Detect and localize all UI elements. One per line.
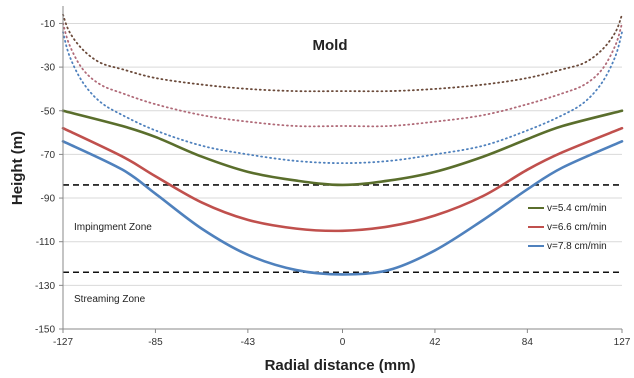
y-tick-label-0: -10: [41, 19, 56, 30]
axes: [59, 6, 623, 333]
y-tick-label-7: -150: [35, 325, 55, 336]
mold-annotation: Mold: [313, 37, 348, 54]
gridlines: [63, 22, 622, 286]
series-line-1: [61, 126, 624, 233]
y-tick-label-6: -130: [35, 281, 55, 292]
x-tick-label-5: 84: [522, 337, 534, 348]
streaming-zone-label: Streaming Zone: [74, 294, 146, 305]
series-line-5: [62, 31, 623, 165]
y-axis-title: Height (m): [9, 131, 26, 205]
legend-label-v66: v=6.6 cm/min: [547, 222, 607, 233]
legend-label-v78: v=7.8 cm/min: [547, 241, 607, 252]
x-axis-title: Radial distance (mm): [265, 357, 416, 374]
x-tick-label-2: -43: [241, 337, 256, 348]
series-line-2: [61, 140, 624, 276]
x-tick-label-1: -85: [148, 337, 163, 348]
x-tick-label-3: 0: [340, 337, 346, 348]
x-tick-label-0: -127: [53, 337, 73, 348]
y-tick-label-3: -70: [41, 150, 56, 161]
zone-lines: [63, 184, 622, 274]
y-tick-label-1: -30: [41, 63, 56, 74]
series-line-3: [62, 13, 623, 93]
series-lines: [61, 13, 624, 276]
tick-labels: -10 -30 -50 -70 -90 -110 -130 -150-127 -85 -43 0 42…: [35, 19, 631, 348]
series-line-0: [61, 109, 624, 187]
legend: v=5.4 cm/min v=6.6 cm/min v=7.8 cm/min: [528, 203, 607, 252]
legend-label-v54: v=5.4 cm/min: [547, 203, 607, 214]
series-line-4: [62, 22, 623, 128]
x-tick-label-4: 42: [429, 337, 441, 348]
impingement-zone-label: Impingment Zone: [74, 222, 152, 233]
y-tick-label-4: -90: [41, 194, 56, 205]
y-tick-label-5: -110: [36, 237, 56, 248]
x-tick-label-6: 127: [614, 337, 631, 348]
y-tick-label-2: -50: [41, 106, 56, 117]
